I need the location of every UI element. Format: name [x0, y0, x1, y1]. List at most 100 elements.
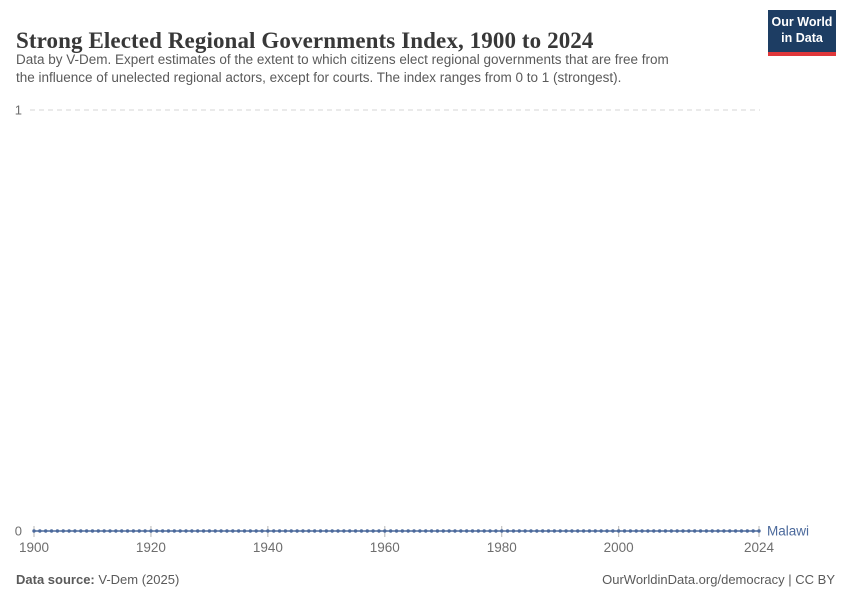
- data-point: [581, 529, 586, 533]
- data-point: [640, 529, 644, 533]
- data-point: [722, 529, 726, 533]
- series-markers-malawi: [32, 529, 761, 533]
- data-point: [219, 529, 223, 533]
- data-point: [599, 529, 603, 533]
- data-point: [412, 529, 416, 533]
- data-point: [172, 529, 177, 533]
- data-point: [757, 529, 761, 533]
- data-point: [418, 529, 422, 533]
- data-point: [576, 529, 580, 533]
- data-point: [616, 529, 621, 533]
- data-point: [739, 529, 744, 533]
- data-point: [570, 529, 574, 533]
- data-point: [207, 529, 212, 533]
- data-point: [710, 529, 714, 533]
- data-point: [611, 529, 615, 533]
- owid-logo-line-1: Our World: [771, 15, 833, 30]
- data-point: [628, 529, 633, 533]
- data-point: [429, 529, 434, 533]
- data-point: [564, 529, 568, 533]
- data-point: [266, 529, 270, 533]
- data-point: [73, 529, 77, 533]
- data-point: [587, 529, 592, 533]
- data-point: [552, 529, 557, 533]
- data-point: [728, 529, 732, 533]
- data-point: [634, 529, 638, 533]
- data-point: [646, 529, 650, 533]
- data-point: [523, 529, 527, 533]
- data-point: [371, 529, 375, 533]
- data-point: [716, 529, 720, 533]
- data-point: [336, 529, 340, 533]
- data-point: [500, 529, 504, 533]
- data-point: [494, 529, 498, 533]
- x-axis-label-1960: 1960: [370, 540, 400, 555]
- data-point: [184, 529, 188, 533]
- x-axis-label-1920: 1920: [136, 540, 166, 555]
- data-point: [196, 529, 200, 533]
- data-point: [190, 529, 194, 533]
- data-point: [120, 529, 124, 533]
- data-point: [540, 529, 545, 533]
- data-point: [307, 529, 311, 533]
- data-point: [114, 529, 118, 533]
- data-point: [324, 529, 329, 533]
- data-point: [166, 529, 171, 533]
- data-point: [108, 529, 112, 533]
- data-point: [55, 529, 60, 533]
- data-point: [482, 529, 486, 533]
- data-point: [558, 529, 562, 533]
- data-point: [137, 529, 141, 533]
- data-point: [348, 529, 352, 533]
- y-axis-label-1: 1: [15, 103, 22, 118]
- data-point: [289, 529, 293, 533]
- data-point: [213, 529, 217, 533]
- license-link[interactable]: OurWorldinData.org/democracy | CC BY: [602, 572, 835, 587]
- data-point: [143, 529, 147, 533]
- series-label-malawi[interactable]: Malawi: [767, 524, 809, 539]
- data-point: [236, 529, 241, 533]
- data-point: [131, 529, 136, 533]
- data-point: [704, 529, 709, 533]
- data-point: [692, 529, 697, 533]
- data-point: [517, 529, 521, 533]
- data-point: [61, 529, 65, 533]
- data-point: [447, 529, 451, 533]
- data-point: [67, 529, 71, 533]
- data-source-note: Data source: V-Dem (2025): [16, 572, 179, 587]
- data-point: [505, 529, 510, 533]
- data-point: [470, 529, 475, 533]
- x-axis-label-2024: 2024: [744, 540, 775, 555]
- x-axis-label-1900: 1900: [19, 540, 49, 555]
- subtitle-line-1: Data by V-Dem. Expert estimates of the e…: [16, 52, 669, 67]
- data-point: [295, 529, 299, 533]
- data-point: [546, 529, 551, 533]
- data-point: [681, 529, 685, 533]
- data-point: [652, 529, 656, 533]
- data-point: [441, 529, 445, 533]
- data-point: [622, 529, 627, 533]
- data-point: [318, 529, 323, 533]
- data-point: [745, 529, 750, 533]
- y-axis-label-0: 0: [15, 524, 22, 539]
- data-point: [242, 529, 247, 533]
- data-point: [90, 529, 95, 533]
- owid-logo[interactable]: Our World in Data: [768, 10, 836, 56]
- subtitle-line-2: the influence of unelected regional acto…: [16, 70, 622, 86]
- data-point: [657, 529, 662, 533]
- chart-footer: Data source: V-Dem (2025) OurWorldinData…: [16, 572, 835, 587]
- data-point: [178, 529, 182, 533]
- data-point: [225, 529, 229, 533]
- data-point: [277, 529, 282, 533]
- data-point: [593, 529, 597, 533]
- x-axis-label-1940: 1940: [253, 540, 283, 555]
- data-point: [663, 529, 668, 533]
- data-point: [283, 529, 288, 533]
- data-point: [383, 529, 387, 533]
- data-point: [342, 529, 346, 533]
- data-source-value: V-Dem (2025): [94, 572, 180, 587]
- data-point: [400, 529, 405, 533]
- data-point: [365, 529, 369, 533]
- data-point: [155, 529, 159, 533]
- data-point: [260, 529, 264, 533]
